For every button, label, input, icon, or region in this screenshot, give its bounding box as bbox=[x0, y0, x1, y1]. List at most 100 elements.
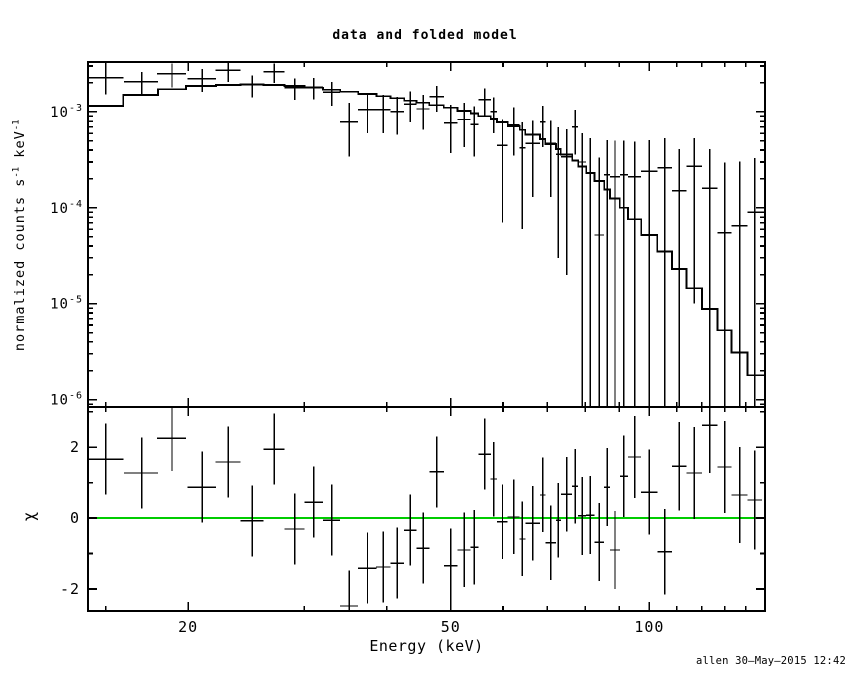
data-point bbox=[358, 94, 377, 134]
model-step-line bbox=[88, 83, 765, 377]
data-point bbox=[702, 148, 718, 407]
data-point bbox=[124, 71, 158, 95]
data-point bbox=[340, 102, 359, 157]
residual-point bbox=[507, 479, 520, 555]
data-point bbox=[525, 120, 541, 197]
residual-point bbox=[572, 448, 579, 524]
residual-point bbox=[403, 494, 417, 566]
residual-point bbox=[627, 416, 642, 498]
x-tick-label: 100 bbox=[634, 618, 664, 636]
residual-point bbox=[717, 420, 732, 514]
plot-title: data and folded model bbox=[332, 28, 518, 43]
data-point bbox=[416, 95, 430, 130]
data-point bbox=[686, 138, 703, 304]
residual-point bbox=[747, 450, 763, 550]
x-axis-label-energy: Energy (keV) bbox=[369, 637, 484, 655]
residual-point bbox=[545, 505, 557, 581]
data-point bbox=[619, 140, 628, 407]
residual-point bbox=[686, 426, 703, 520]
residual-point bbox=[586, 476, 595, 555]
residual-point bbox=[443, 528, 458, 604]
data-point bbox=[507, 107, 520, 156]
residual-point bbox=[240, 485, 264, 557]
residual-point bbox=[578, 476, 587, 555]
timestamp-label: allen 30–May–2015 12:42 bbox=[696, 655, 846, 667]
residual-point bbox=[375, 531, 391, 603]
y-tick-label-counts: 10-3 bbox=[50, 103, 83, 121]
residual-point bbox=[731, 447, 748, 543]
data-point bbox=[403, 91, 417, 123]
data-point bbox=[490, 97, 497, 134]
data-point bbox=[497, 119, 508, 223]
data-point bbox=[478, 88, 491, 116]
y-tick-label-counts: 10-5 bbox=[50, 295, 83, 313]
data-point bbox=[457, 103, 471, 147]
residual-point bbox=[358, 532, 377, 604]
axis-ticks bbox=[88, 62, 765, 611]
y-tick-label-counts: 10-4 bbox=[50, 199, 83, 217]
residual-point bbox=[187, 451, 217, 523]
data-point bbox=[641, 139, 658, 407]
data-point bbox=[157, 63, 187, 88]
residual-point bbox=[284, 493, 305, 565]
data-point bbox=[519, 122, 526, 230]
data-point bbox=[556, 127, 561, 258]
data-point bbox=[717, 162, 732, 407]
data-point bbox=[322, 81, 341, 106]
residual-point bbox=[457, 512, 471, 588]
data-point bbox=[304, 77, 323, 100]
residual-point bbox=[556, 482, 561, 558]
residual-point bbox=[702, 407, 718, 473]
residual-point bbox=[497, 484, 508, 560]
data-point bbox=[470, 106, 479, 157]
data-point bbox=[627, 141, 642, 407]
residual-point bbox=[671, 421, 687, 511]
data-point bbox=[88, 65, 124, 95]
residual-point bbox=[416, 512, 430, 584]
y-axis-label-chi: χ bbox=[19, 511, 39, 522]
data-point bbox=[187, 68, 217, 93]
residual-point bbox=[478, 418, 491, 490]
residual-point bbox=[88, 423, 124, 495]
y-tick-label-chi: -2 bbox=[60, 580, 80, 598]
top-panel-frame bbox=[87, 61, 766, 408]
data-point bbox=[578, 133, 587, 407]
residual-point bbox=[619, 435, 628, 517]
y-tick-label-chi: 2 bbox=[70, 438, 80, 456]
data-point bbox=[443, 105, 458, 154]
data-point bbox=[586, 138, 595, 407]
data-point bbox=[610, 140, 620, 407]
residual-point bbox=[340, 570, 359, 611]
y-tick-label-chi: 0 bbox=[70, 509, 80, 527]
data-point bbox=[747, 157, 763, 407]
data-point bbox=[429, 85, 444, 112]
data-point bbox=[263, 63, 285, 83]
residual-point bbox=[390, 527, 405, 599]
data-point bbox=[572, 110, 579, 155]
residual-point bbox=[263, 413, 285, 485]
data-point bbox=[240, 75, 264, 98]
residual-point bbox=[124, 437, 158, 509]
residual-point bbox=[322, 484, 341, 556]
residual-point bbox=[539, 457, 546, 533]
data-point bbox=[594, 157, 605, 407]
residual-point bbox=[215, 426, 241, 498]
data-point bbox=[215, 62, 241, 82]
residual-point bbox=[470, 509, 479, 585]
residual-point bbox=[304, 466, 323, 538]
residual-point bbox=[641, 449, 658, 535]
residual-point bbox=[525, 486, 541, 561]
data-point bbox=[375, 94, 391, 134]
data-point bbox=[671, 148, 687, 407]
bottom-panel-frame bbox=[87, 406, 766, 612]
data-point bbox=[539, 105, 546, 147]
data-point bbox=[731, 161, 748, 407]
data-point bbox=[390, 97, 405, 135]
residual-point bbox=[519, 501, 526, 577]
residual-point bbox=[429, 436, 444, 508]
y-axis-label-counts: normalized counts s-1 keV-1 bbox=[11, 119, 28, 352]
residual-point bbox=[157, 407, 187, 471]
data-point bbox=[284, 78, 305, 100]
